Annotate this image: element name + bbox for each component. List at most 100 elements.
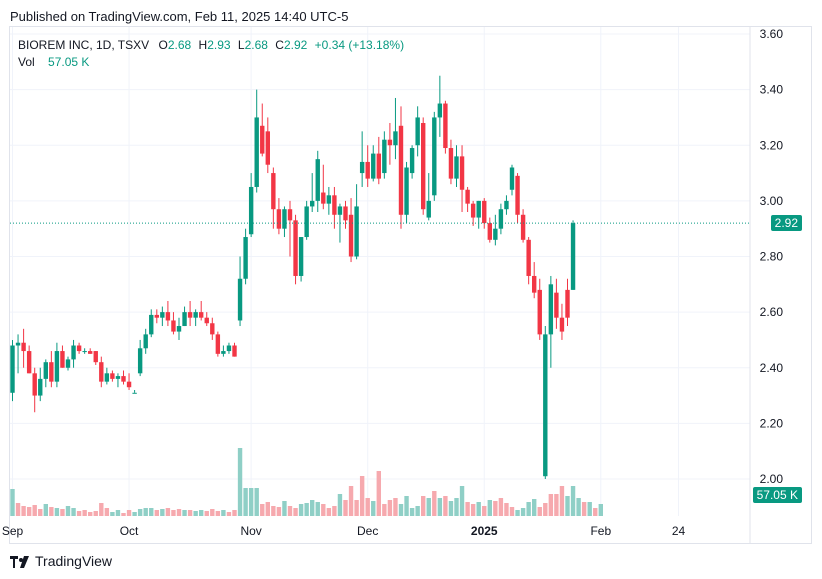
volume-bar (332, 506, 337, 516)
volume-bar (38, 509, 43, 516)
candle-body (49, 362, 54, 382)
volume-bar (143, 508, 148, 516)
candle-body (570, 223, 576, 290)
volume-bar (398, 504, 404, 516)
volume-bar (482, 506, 487, 516)
candle-body (248, 186, 254, 235)
candle-body (565, 289, 570, 318)
volume-bar (232, 510, 237, 516)
symbol-label[interactable]: BIOREM INC, 1D, TSXV (18, 38, 150, 52)
x-tick-label: 2025 (471, 524, 498, 538)
volume-bar (71, 508, 76, 516)
candle-body (487, 223, 492, 240)
volume-bar (465, 502, 470, 516)
candle-body (498, 209, 504, 229)
footer-brand-label: TradingView (35, 553, 113, 569)
volume-bar (104, 508, 110, 516)
candle-body (387, 139, 393, 146)
volume-legend: Vol 57.05 K (18, 55, 89, 69)
volume-bar (126, 510, 132, 516)
candle-body (54, 351, 60, 382)
volume-bar (371, 501, 376, 516)
volume-bar (187, 510, 193, 516)
volume-bar (448, 501, 454, 516)
volume-bar (426, 498, 431, 516)
candle-body (121, 376, 126, 382)
y-tick-label: 2.80 (760, 250, 784, 264)
chart-frame (9, 26, 812, 544)
candle-body (32, 373, 37, 396)
candle-body (293, 220, 298, 276)
y-tick-label: 2.20 (760, 416, 784, 430)
published-caption: Published on TradingView.com, Feb 11, 20… (10, 9, 349, 24)
volume-bar (315, 502, 320, 516)
candle-body (432, 117, 437, 196)
candle-body (88, 351, 93, 354)
x-tick-label: Oct (120, 524, 139, 538)
candle-body (321, 192, 326, 204)
volume-bar (459, 486, 465, 516)
candle-body (326, 195, 332, 204)
x-tick-label: Sep (2, 524, 24, 538)
volume-bar (254, 488, 259, 516)
candle-body (82, 351, 87, 353)
candle-body (282, 209, 287, 229)
y-tick-label: 3.40 (760, 83, 784, 97)
candle-body (310, 200, 315, 207)
candle-body (337, 206, 343, 215)
volume-bar (243, 488, 248, 516)
volume-bar (509, 507, 515, 516)
candle-body (10, 345, 15, 393)
candle-body (515, 175, 520, 215)
volume-bar (204, 511, 209, 516)
candle-body (459, 156, 465, 190)
volume-bar (326, 508, 332, 516)
footer-brand[interactable]: TradingView (10, 553, 112, 569)
candle-body (187, 312, 193, 318)
volume-bar (493, 501, 498, 516)
candle-body (93, 351, 98, 363)
candle-body (215, 334, 221, 354)
volume-bar (432, 491, 437, 516)
volume-bar (587, 502, 592, 516)
y-tick-label: 3.60 (760, 27, 784, 41)
last-price-label: 2.92 (770, 215, 802, 232)
candle-body (287, 209, 293, 221)
volume-bar (559, 486, 565, 516)
volume-bar (21, 506, 26, 516)
volume-bar (598, 504, 603, 516)
candle-body (126, 381, 132, 388)
y-tick-label: 2.00 (760, 472, 784, 486)
volume-bar (99, 503, 104, 516)
candle-body (559, 317, 565, 332)
volume-bar (404, 496, 409, 516)
low-value: 2.68 (244, 38, 268, 52)
volume-bar (337, 494, 343, 516)
x-tick-label: Feb (590, 524, 611, 538)
volume-bar (570, 486, 576, 516)
volume-bar (271, 506, 276, 516)
volume-bar (476, 502, 481, 516)
candle-body (404, 167, 409, 215)
volume-bar (359, 476, 365, 516)
candle-body (254, 117, 259, 187)
volume-bar (115, 510, 121, 516)
volume-bar (215, 511, 221, 516)
volume-bar (543, 503, 548, 516)
candle-body (204, 317, 209, 324)
volume-bar (393, 498, 398, 516)
candle-body (137, 348, 143, 374)
volume-bar (88, 512, 93, 516)
volume-bar (260, 504, 265, 516)
volume-bar (76, 511, 82, 516)
candle-body (493, 228, 498, 240)
candle-body (237, 278, 243, 321)
high-label: H (198, 38, 208, 52)
close-label: C (275, 38, 284, 52)
volume-bar (49, 507, 54, 516)
y-tick-label: 2.40 (760, 361, 784, 375)
volume-bar (210, 509, 215, 516)
volume-bar (54, 508, 60, 516)
volume-bar (470, 504, 476, 516)
